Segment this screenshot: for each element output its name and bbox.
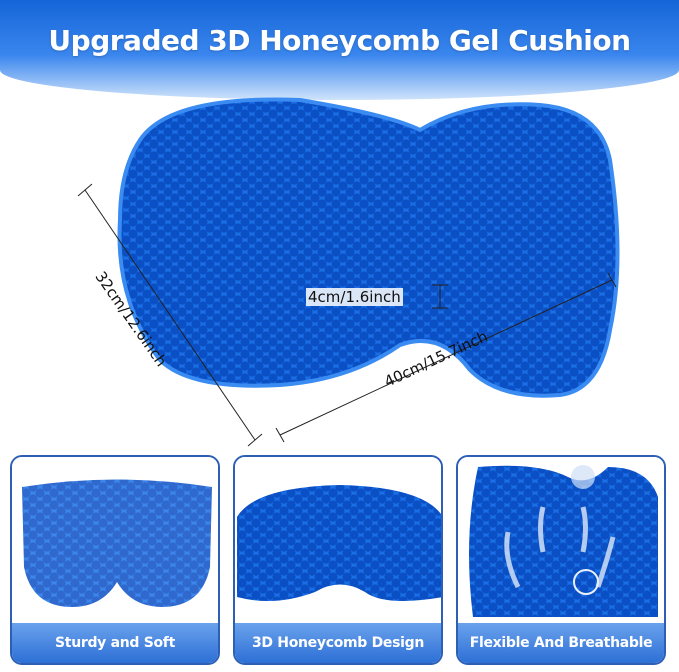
- page-title: Upgraded 3D Honeycomb Gel Cushion: [48, 24, 631, 57]
- panel-honeycomb-design: 3D Honeycomb Design: [233, 455, 443, 665]
- panel-flexible-breathable: Flexible And Breathable: [456, 455, 666, 665]
- airflow-arrows-icon: [504, 506, 616, 589]
- panel-label: Flexible And Breathable: [458, 623, 664, 663]
- cushion-illustration: [77, 97, 620, 447]
- panel-label: 3D Honeycomb Design: [235, 623, 441, 663]
- panel-label: Sturdy and Soft: [12, 623, 218, 663]
- breathable-icon: [573, 569, 599, 595]
- water-drop-icon: [571, 465, 595, 489]
- cushion-shape: [117, 97, 620, 398]
- width-line: [279, 279, 613, 436]
- depth-line: [84, 189, 256, 441]
- thickness-label: 4cm/1.6inch: [306, 288, 403, 306]
- header-banner: [0, 0, 679, 100]
- panel-sturdy-soft: Sturdy and Soft: [10, 455, 220, 665]
